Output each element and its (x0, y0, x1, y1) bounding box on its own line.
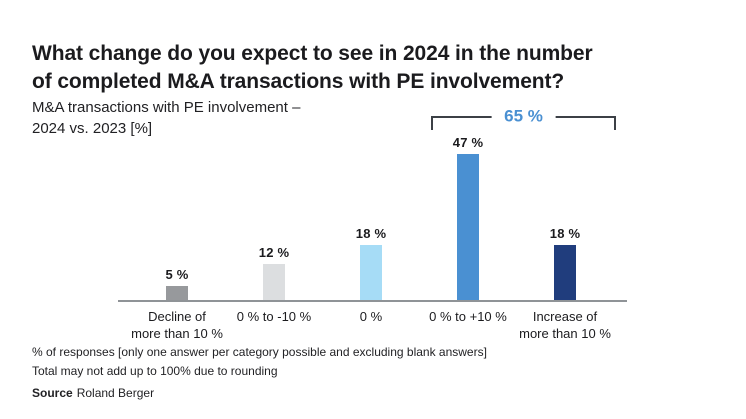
chart-subtitle: M&A transactions with PE involvement – 2… (32, 99, 301, 138)
x-axis-line (118, 300, 627, 302)
bar (457, 154, 479, 302)
bar (554, 245, 576, 302)
footnotes: % of responses [only one answer per cate… (32, 343, 592, 403)
category-label: Increase of more than 10 % (519, 309, 611, 342)
bar-column: 47 % (408, 135, 528, 302)
source-value: Roland Berger (76, 386, 155, 401)
bar-column: 12 % (214, 245, 334, 302)
bar (166, 286, 188, 302)
category-label: Decline of more than 10 % (131, 309, 223, 342)
bar-value-label: 47 % (452, 135, 484, 150)
bar-column: 5 % (117, 267, 237, 302)
page-title: What change do you expect to see in 2024… (32, 42, 593, 93)
bar-value-label: 5 % (165, 267, 189, 282)
bar (263, 264, 285, 302)
bar-column: 18 % (311, 226, 431, 302)
footnote-line-2: Total may not add up to 100% due to roun… (32, 363, 278, 378)
bar-value-label: 18 % (355, 226, 387, 241)
category-label: 0 % (359, 309, 383, 324)
bar-value-label: 18 % (549, 226, 581, 241)
bracket-annotation: 65 % (431, 106, 616, 131)
bar (360, 245, 382, 302)
category-label: 0 % to +10 % (429, 309, 507, 324)
bracket-label: 65 % (491, 106, 556, 127)
bar-column: 18 % (505, 226, 625, 302)
bar-value-label: 12 % (258, 245, 290, 260)
source-label: Source (32, 386, 73, 401)
category-label: 0 % to -10 % (236, 309, 312, 324)
source-line: Source Roland Berger (32, 384, 592, 403)
footnote-line-1: % of responses [only one answer per cate… (32, 345, 487, 359)
